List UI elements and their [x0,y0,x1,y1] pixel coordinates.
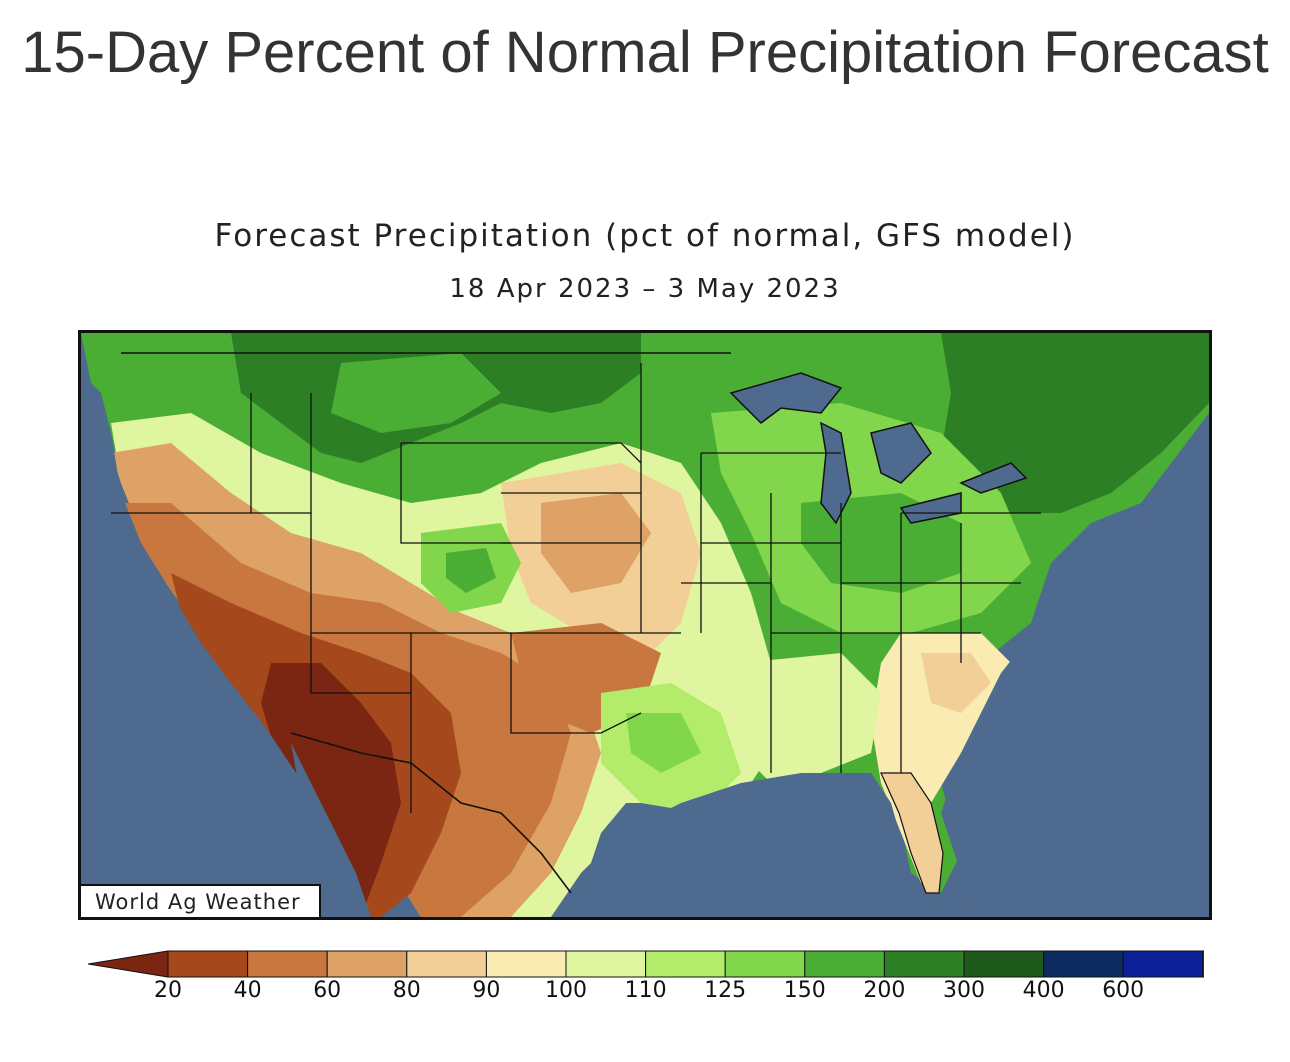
legend-swatch [963,950,1045,978]
legend-swatch-below-20 [88,950,169,978]
legend-tick-label: 80 [392,978,421,1003]
legend-tick-label: 40 [233,978,262,1003]
legend-tick-label: 100 [545,978,587,1003]
map-graphic [81,333,1209,917]
legend-swatch [645,950,726,978]
legend-swatch [724,950,806,978]
legend-swatch [565,950,647,978]
legend-tick-label: 90 [472,978,501,1003]
region-colorado-core [446,548,496,593]
legend-tick-label: 300 [943,978,985,1003]
legend-tick-label: 400 [1022,978,1065,1003]
map-credit: World Ag Weather [81,884,321,917]
page-title: 15-Day Percent of Normal Precipitation F… [21,20,1269,85]
region-carolinas [921,653,991,713]
region-gulf-coast [741,653,881,783]
legend-tick-label: 600 [1102,978,1145,1003]
region-texas-wet [626,713,701,773]
legend-tick-label: 150 [783,978,826,1003]
map-title: Forecast Precipitation (pct of normal, G… [214,218,1076,254]
legend-tick-label: 125 [704,978,747,1003]
legend-swatch [1122,950,1204,978]
legend-swatch [804,950,885,978]
legend-swatch [485,950,567,978]
state-borders [111,363,1041,813]
region-desert-core [261,663,401,917]
country-borders [121,352,731,894]
legend-swatch [247,950,328,978]
legend-swatch-above-600 [1202,950,1204,978]
legend-bar [88,950,1204,978]
legend-tick-label: 20 [154,978,182,1003]
precipitation-map: World Ag Weather [78,330,1212,920]
florida [880,772,944,894]
gulf-of-california [291,743,351,878]
region-montana-wet [331,353,501,433]
legend-tick-label: 60 [313,978,342,1003]
atlantic-ocean [941,503,1209,917]
great-lakes [729,372,1028,525]
map-date-range: 18 Apr 2023 – 3 May 2023 [449,274,841,304]
legend-swatch [1043,950,1124,978]
legend-swatch [167,950,249,978]
color-legend: 20 40 60 80 90 100 110 125 150 200 300 400 600 [88,948,1204,1008]
gulf-of-mexico [551,773,941,917]
legend-swatch [406,950,487,978]
legend-tick-label: 200 [863,978,906,1003]
legend-swatch [883,950,965,978]
legend-swatch [326,950,408,978]
legend-tick-label: 110 [624,978,667,1003]
